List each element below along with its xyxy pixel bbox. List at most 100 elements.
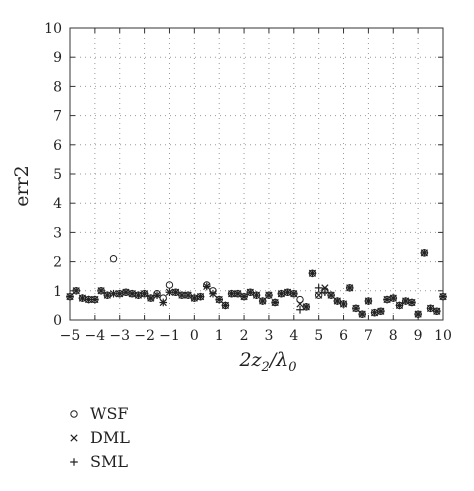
legend-marker-glyph-wsf [70,410,78,418]
legend-marker-glyph-dml [70,434,78,442]
data-point-sml [215,295,223,304]
data-point-sml [265,291,273,299]
data-point-sml [147,294,155,302]
y-tick-label: 8 [53,79,62,95]
data-point-sml [439,292,447,301]
data-point-wsf [165,281,174,289]
x-tick-label: 4 [289,328,298,344]
x-tick-label: −4 [85,328,106,344]
data-point-sml [345,284,354,292]
data-point-wsf [296,295,304,304]
data-point-sml [234,289,242,298]
data-point-sml [377,307,385,316]
x-axis-label-mid: /λ [268,349,288,371]
x-axis-label: 2z2/λ0 [238,349,296,375]
x-tick-label: −2 [134,328,155,344]
legend: WSF DML SML [70,404,130,471]
data-point-sml [115,289,124,298]
data-point-sml [171,288,180,297]
data-point-sml [246,288,255,297]
x-tick-label: 6 [339,328,348,344]
data-point-sml [91,295,99,304]
data-point-sml [314,284,323,292]
data-point-sml [401,297,410,305]
data-point-sml [72,287,81,295]
legend-marker-dml [70,434,78,442]
data-point-sml [159,298,168,307]
data-point-sml [190,294,199,302]
data-point-sml [414,310,422,318]
data-point-sml [221,301,230,310]
x-tick-label: 8 [389,328,398,344]
data-point-sml [66,292,74,301]
x-tick-label: 5 [314,328,323,344]
legend-label-wsf: WSF [90,404,129,423]
x-axis-label-sub2: 0 [288,360,296,375]
data-point-sml [202,282,211,291]
y-tick-label: 5 [53,167,62,183]
y-tick-label: 4 [53,196,62,212]
data-point-wsf [314,291,323,299]
data-point-sml [426,304,435,313]
data-point-sml [364,297,373,305]
data-point-sml [258,297,267,305]
data-point-sml [283,288,292,297]
data-point-sml [134,291,143,299]
x-tick-label: −5 [60,328,81,344]
x-axis-label-base: 2z [238,349,262,371]
data-point-sml [252,291,261,299]
x-tick-label: 3 [264,328,273,344]
data-point-sml [184,291,192,299]
x-tick-label: 10 [434,328,452,344]
x-tick-label: −1 [159,328,180,344]
data-point-sml [122,288,130,297]
data-point-wsf [109,254,118,263]
data-point-sml [209,289,217,298]
y-tick-label: 2 [53,255,62,271]
x-tick-label: 2 [240,328,249,344]
data-point-sml [420,249,429,257]
x-tick-label: 0 [190,328,199,344]
data-point-sml [240,292,248,301]
y-tick-label: 3 [53,225,62,241]
data-point-sml [153,291,161,299]
data-point-dml [296,300,304,308]
x-tick-label: 7 [364,328,373,344]
data-point-sml [389,294,398,302]
data-point-sml [140,289,149,298]
legend-marker-glyph-sml [70,458,78,466]
data-point-sml [290,289,298,298]
legend-marker-sml [70,458,78,466]
data-point-sml [327,291,335,299]
data-point-sml [196,292,205,301]
x-tick-label: 9 [414,328,423,344]
legend-marker-wsf [70,410,78,418]
data-markers [66,249,447,318]
data-point-sml [408,298,416,307]
data-point-sml [302,303,311,311]
y-tick-label: 0 [53,313,62,329]
data-point-sml [128,289,136,298]
y-tick-label: 1 [53,284,62,300]
data-point-dml [315,291,323,299]
data-point-sml [383,295,391,304]
y-tick-label: 9 [53,50,62,66]
grid-lines [70,28,443,320]
data-point-sml [321,288,329,297]
y-tick-label: 6 [53,138,62,154]
y-axis-label: err2 [11,165,33,207]
data-point-sml [308,269,317,278]
data-point-sml [432,307,441,316]
data-point-dml [321,284,329,292]
data-point-sml [78,294,87,302]
legend-label-sml: SML [90,452,128,471]
data-point-sml [358,310,366,318]
x-tick-label: −3 [109,328,130,344]
legend-label-dml: DML [90,428,130,447]
data-point-sml [370,308,379,317]
data-point-sml [97,287,105,295]
data-point-sml [277,289,286,298]
data-point-sml [339,300,348,308]
